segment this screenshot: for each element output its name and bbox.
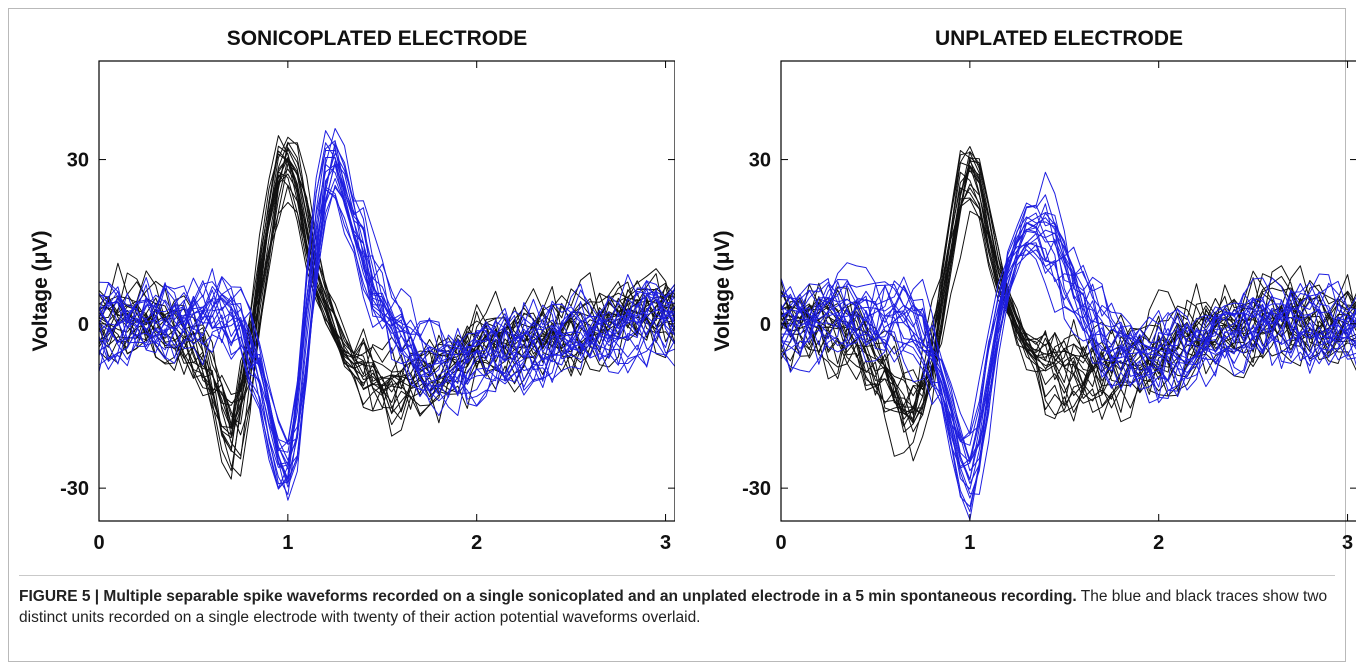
chart-svg: UNPLATED ELECTRODE 0 1 2 3 -30 0 30 Time (ms) Vol… [711, 27, 1356, 565]
black-unit-trace [99, 158, 675, 436]
blue-unit-trace [99, 160, 675, 470]
x-tick-label: 1 [964, 532, 975, 554]
black-unit-trace [781, 160, 1356, 416]
x-tick-label: 2 [1153, 532, 1164, 554]
black-unit-trace [99, 153, 675, 436]
blue-unit-trace [99, 144, 675, 484]
waveform-traces [99, 128, 675, 501]
blue-unit-trace [781, 242, 1356, 462]
y-tick-label: 0 [78, 314, 89, 336]
blue-unit-trace [781, 249, 1356, 442]
y-tick-label: 30 [67, 150, 89, 172]
blue-unit-trace [781, 217, 1356, 446]
blue-unit-trace [781, 244, 1356, 442]
y-tick-label: -30 [60, 478, 89, 500]
blue-unit-trace [99, 164, 675, 468]
black-unit-trace [99, 156, 675, 426]
black-unit-trace [99, 147, 675, 477]
chart-title: SONICOPLATED ELECTRODE [227, 27, 528, 50]
x-axis-label: Time (ms) [1015, 563, 1114, 565]
y-tick-label: 0 [760, 314, 771, 336]
chart-title: UNPLATED ELECTRODE [935, 27, 1183, 50]
caption-label: FIGURE 5 | Multiple separable spike wave… [19, 588, 1077, 605]
black-unit-trace [99, 145, 675, 480]
figure-caption: FIGURE 5 | Multiple separable spike wave… [19, 575, 1335, 628]
blue-unit-trace [99, 178, 675, 466]
black-unit-trace [99, 168, 675, 460]
chart-unplated: UNPLATED ELECTRODE 0 1 2 3 -30 0 30 Time (ms) Vol… [701, 9, 1356, 565]
black-unit-trace [781, 165, 1356, 415]
black-unit-trace [99, 148, 675, 429]
blue-unit-trace [781, 212, 1356, 508]
blue-unit-trace [781, 230, 1356, 472]
x-tick-label: 3 [660, 532, 671, 554]
black-unit-trace [781, 171, 1356, 433]
black-unit-trace [781, 156, 1356, 433]
black-unit-trace [99, 184, 675, 395]
plot-area-frame [98, 60, 675, 522]
blue-unit-trace [99, 150, 675, 490]
caption-text: The blue and black traces show two disti… [19, 588, 1328, 626]
x-tick-label: 0 [775, 532, 786, 554]
blue-unit-trace [99, 163, 675, 465]
blue-unit-trace [781, 227, 1356, 468]
waveform-traces [781, 146, 1356, 521]
chart-svg: SONICOPLATED ELECTRODE 0 1 2 3 -30 0 30 Time (ms… [29, 27, 675, 565]
x-tick-label: 1 [282, 532, 293, 554]
y-axis-label: Voltage (μV) [711, 231, 734, 352]
blue-unit-trace [781, 212, 1356, 495]
y-tick-label: 30 [749, 150, 771, 172]
black-unit-trace [781, 166, 1356, 462]
blue-unit-trace [781, 244, 1356, 463]
y-tick-label: -30 [742, 478, 771, 500]
x-axis-label: Time (ms) [333, 563, 432, 565]
x-tick-label: 3 [1342, 532, 1353, 554]
plot-area-frame [780, 60, 1356, 522]
blue-unit-trace [781, 233, 1356, 460]
x-tick-label: 2 [471, 532, 482, 554]
y-axis-label: Voltage (μV) [29, 231, 52, 352]
blue-unit-trace [781, 171, 1356, 499]
chart-sonicoplated: SONICOPLATED ELECTRODE 0 1 2 3 -30 0 30 Time (ms… [19, 9, 675, 565]
x-tick-label: 0 [93, 532, 104, 554]
